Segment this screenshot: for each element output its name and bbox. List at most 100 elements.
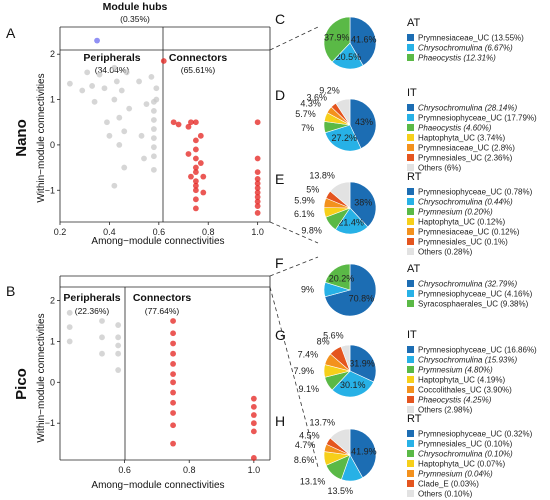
- point-connectors: [197, 132, 204, 139]
- point-peripherals: [153, 85, 160, 92]
- point-connectors: [254, 203, 261, 210]
- legend-label: Prymnesiophyceae_UC (4.16%): [418, 290, 533, 299]
- legend-label: Prymnesiophyceae_UC (16.86%): [418, 346, 537, 355]
- legend-swatch: [407, 280, 414, 287]
- point-connectors: [192, 155, 199, 162]
- legend-swatch: [407, 396, 414, 403]
- x-tick-label: 0.2: [54, 227, 67, 237]
- pie-pct-label: 7.9%: [293, 366, 314, 376]
- point-connectors: [254, 176, 261, 182]
- dashed-connector-pico-top: [269, 256, 319, 277]
- pie-title: RT: [407, 413, 422, 425]
- legend-swatch: [407, 440, 414, 447]
- point-connectors: [170, 422, 176, 429]
- legend-label: Prymnesiophyceae_UC (17.79%): [418, 114, 537, 123]
- point-connectors: [192, 119, 199, 126]
- point-peripherals: [66, 309, 73, 316]
- point-peripherals: [116, 114, 123, 121]
- pie-pct-label: 41.9%: [351, 446, 377, 456]
- point-connectors: [192, 182, 199, 189]
- pie-title: IT: [407, 87, 417, 99]
- pie-pct-label: 31.9%: [349, 358, 375, 368]
- point-connectors: [254, 155, 261, 162]
- point-peripherals: [115, 334, 122, 341]
- pie-pct-label: 8.6%: [294, 455, 315, 465]
- pie-slice: [323, 16, 351, 63]
- legend-swatch: [407, 134, 414, 141]
- x-tick-label: 0.8: [183, 465, 196, 475]
- legend-label: Phaeocystis (4.25%): [418, 396, 492, 405]
- pie-pct-label: 5.6%: [323, 331, 344, 341]
- legend-label: Syracosphaerales_UC (9.38%): [418, 300, 529, 309]
- legend-label: Prymnesiophyceae_UC (0.78%): [418, 188, 533, 197]
- point-connectors: [254, 194, 261, 200]
- legend-swatch: [407, 144, 414, 151]
- point-peripherals: [104, 119, 110, 126]
- pie-pct-label: 20.5%: [336, 52, 362, 62]
- pie-slice: [324, 263, 351, 291]
- point-peripherals: [150, 166, 157, 173]
- pie-pct-label: 9%: [301, 284, 314, 294]
- legend-swatch: [407, 386, 414, 393]
- point-connectors: [192, 146, 199, 153]
- legend-label: Prymnesiaceae_UC (13.55%): [418, 34, 524, 43]
- legend-swatch: [407, 228, 414, 235]
- point-connectors: [250, 412, 257, 418]
- point-connectors: [185, 151, 192, 157]
- pie-pct-label: 21.4%: [338, 217, 364, 227]
- point-peripherals: [123, 69, 130, 76]
- y-tick-label: 2: [50, 49, 55, 59]
- module-hubs-pct: (0.35%): [120, 14, 150, 24]
- peripherals-pct-a: (34.04%): [95, 65, 130, 75]
- y-tick-label: 1: [50, 336, 55, 346]
- pie-pct-label: 4.3%: [300, 99, 321, 109]
- peripherals-title-a: Peripherals: [83, 52, 140, 64]
- pie-pct-label: 5%: [306, 184, 319, 194]
- legend-label: Prymnesium (4.80%): [418, 366, 493, 375]
- panel-label-d: D: [275, 87, 285, 103]
- dashed-connector-nano-top: [269, 26, 319, 51]
- legend-swatch: [407, 248, 414, 255]
- point-connectors: [200, 173, 207, 180]
- point-connectors: [192, 205, 199, 212]
- legend-label: Chrysochromulina (0.10%): [418, 450, 513, 459]
- legend-label: Phaeocystis (12.31%): [418, 54, 496, 63]
- point-connectors: [250, 420, 257, 427]
- point-peripherals: [111, 182, 118, 189]
- connectors-title-b: Connectors: [133, 292, 192, 304]
- point-peripherals: [96, 71, 103, 78]
- point-peripherals: [111, 96, 118, 103]
- point-connectors: [250, 455, 257, 461]
- point-peripherals: [148, 73, 155, 80]
- point-connectors: [170, 389, 176, 396]
- point-connectors: [188, 119, 194, 126]
- pie-slice: [349, 16, 377, 66]
- pie-title: RT: [407, 171, 422, 183]
- legend-label: Chrysochromulina (15.93%): [418, 356, 517, 365]
- point-peripherals: [115, 350, 122, 357]
- scatter-panel-a: Module hubs (0.35%) Peripherals (34.04%)…: [36, 1, 271, 247]
- legend-label: Others (0.28%): [418, 248, 473, 257]
- point-peripherals: [66, 324, 73, 331]
- point-connectors: [200, 189, 207, 196]
- point-connectors: [250, 403, 257, 410]
- legend-label: Chrysochromulina (6.67%): [418, 44, 513, 53]
- legend-swatch: [407, 480, 414, 487]
- panel-label-g: G: [275, 327, 286, 343]
- pie-pct-label: 4.5%: [299, 431, 320, 441]
- y-tick-label: 1: [50, 95, 55, 105]
- pie-pct-label: 9.8%: [301, 225, 322, 235]
- point-peripherals: [115, 367, 122, 373]
- pie-slice: [324, 124, 362, 152]
- legend-label: Others (0.10%): [418, 490, 473, 499]
- pie-pct-label: 6.1%: [294, 209, 315, 219]
- legend-label: Chrysochromulina (32.79%): [418, 280, 517, 289]
- point-connectors: [188, 173, 194, 180]
- x-tick-label: 0.8: [202, 227, 215, 237]
- point-connectors: [254, 180, 261, 187]
- point-peripherals: [115, 342, 122, 349]
- point-connectors: [192, 164, 199, 171]
- point-peripherals: [150, 117, 157, 123]
- legend-swatch: [407, 366, 414, 373]
